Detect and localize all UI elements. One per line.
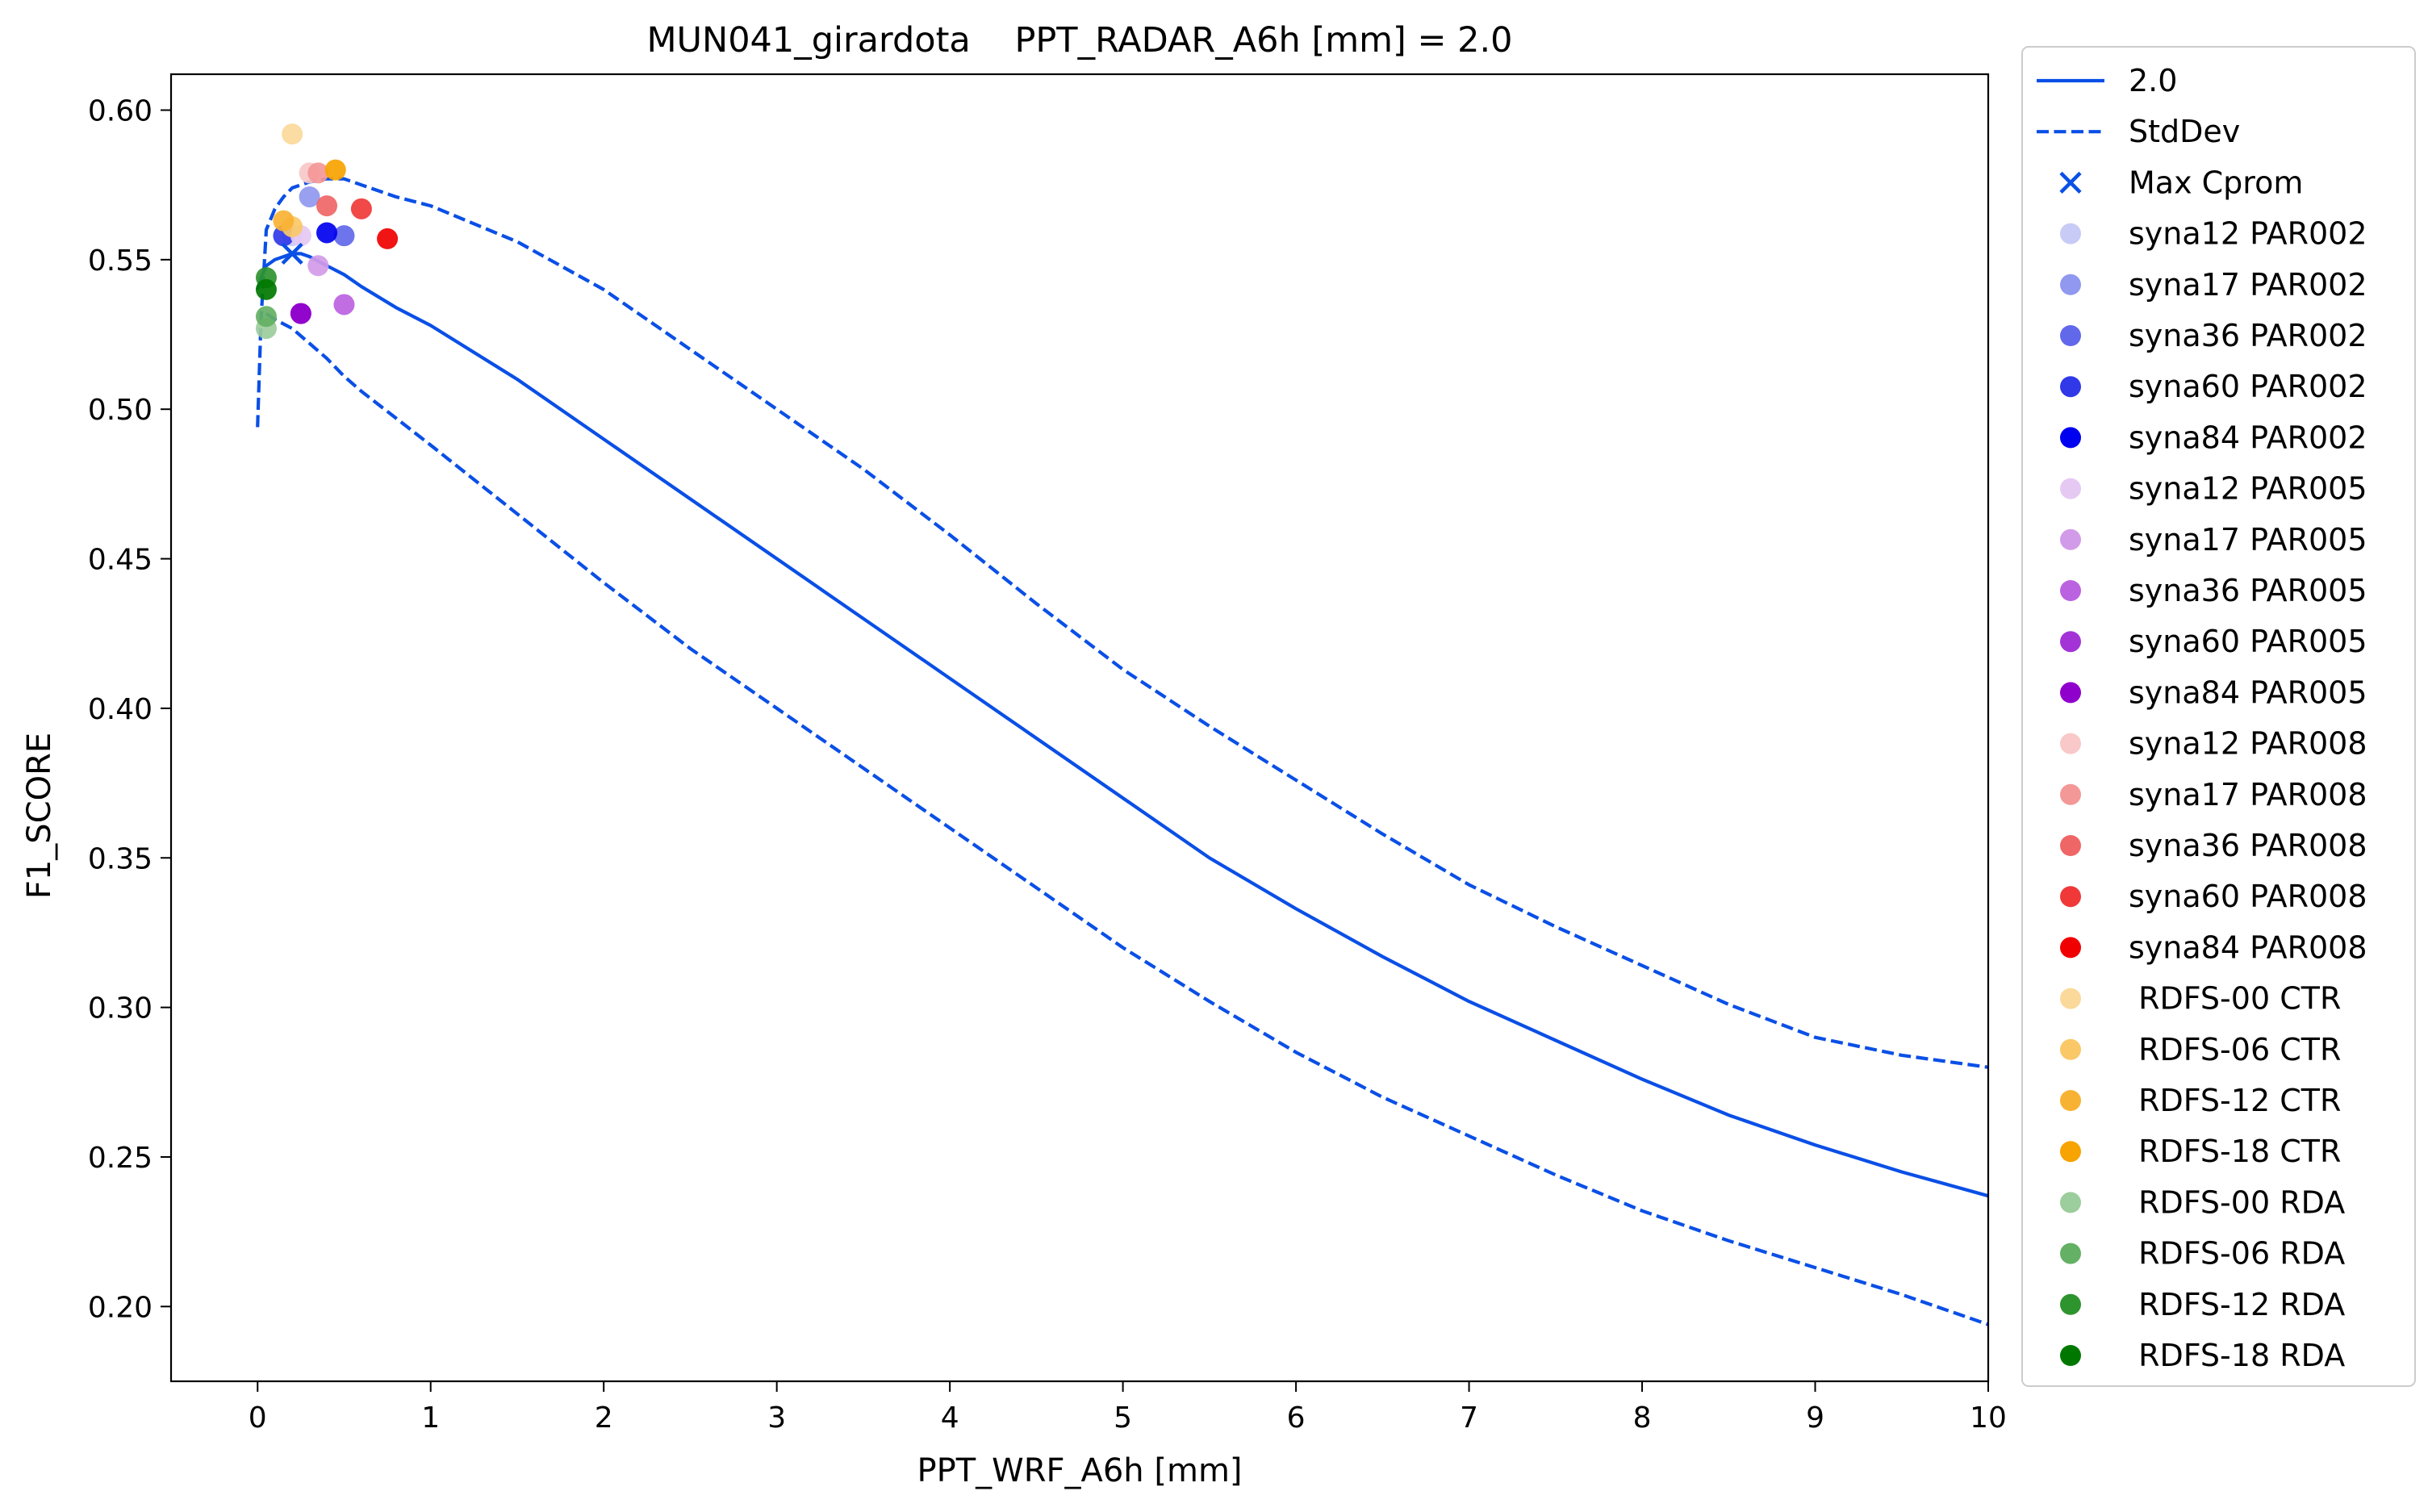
legend-label-22: RDFS-00 RDA xyxy=(2129,1184,2345,1220)
legend-handle-20 xyxy=(2060,1090,2081,1111)
legend-handle-13 xyxy=(2060,733,2081,754)
legend-label-18: RDFS-00 CTR xyxy=(2129,981,2341,1017)
x-tick-label-4: 4 xyxy=(941,1401,959,1435)
x-tick-label-6: 6 xyxy=(1287,1401,1306,1435)
y-tick-label-1: 0.25 xyxy=(88,1142,153,1175)
x-tick-label-2: 2 xyxy=(595,1401,613,1435)
legend-label-21: RDFS-18 CTR xyxy=(2129,1134,2341,1169)
legend-label-1: StdDev xyxy=(2129,114,2240,149)
legend-label-13: syna12 PAR008 xyxy=(2129,726,2367,762)
legend-label-2: Max Cprom xyxy=(2129,165,2303,200)
legend-label-10: syna36 PAR005 xyxy=(2129,573,2367,608)
scatter-point-11 xyxy=(307,162,329,184)
plot-area xyxy=(255,123,1988,1326)
legend-label-11: syna60 PAR005 xyxy=(2129,624,2367,659)
x-tick-label-5: 5 xyxy=(1114,1401,1132,1435)
chart-title: MUN041_girardota PPT_RADAR_A6h [mm] = 2.… xyxy=(646,20,1512,61)
y-tick-label-0: 0.20 xyxy=(88,1291,153,1324)
scatter-point-15 xyxy=(282,123,303,145)
legend-handle-23 xyxy=(2060,1243,2081,1264)
legend-label-7: syna84 PAR002 xyxy=(2129,420,2367,455)
legend-label-8: syna12 PAR005 xyxy=(2129,471,2367,507)
x-tick-label-0: 0 xyxy=(249,1401,267,1435)
y-tick-label-2: 0.30 xyxy=(88,992,153,1025)
scatter-point-13 xyxy=(350,198,372,219)
legend-label-16: syna60 PAR008 xyxy=(2129,879,2367,914)
legend-handle-2 xyxy=(2059,171,2082,194)
y-tick-label-5: 0.45 xyxy=(88,544,153,577)
legend-handle-8 xyxy=(2060,478,2081,499)
x-tick-label-1: 1 xyxy=(421,1401,440,1435)
legend-handle-25 xyxy=(2060,1345,2081,1366)
legend-label-15: syna36 PAR008 xyxy=(2129,828,2367,863)
scatter-point-17 xyxy=(273,210,295,232)
legend-handle-5 xyxy=(2060,325,2081,346)
legend-handle-6 xyxy=(2060,376,2081,398)
legend-handle-9 xyxy=(2060,528,2081,550)
y-tick-label-8: 0.60 xyxy=(88,94,153,127)
legend-label-23: RDFS-06 RDA xyxy=(2129,1236,2345,1272)
scatter-point-9 xyxy=(290,303,311,324)
legend-label-3: syna12 PAR002 xyxy=(2129,216,2367,252)
legend-label-24: RDFS-12 RDA xyxy=(2129,1287,2345,1322)
x-tick-label-8: 8 xyxy=(1633,1401,1652,1435)
legend-box xyxy=(2021,46,2416,1387)
legend-handle-17 xyxy=(2060,937,2081,959)
legend-handle-10 xyxy=(2060,580,2081,601)
y-tick-label-4: 0.40 xyxy=(88,693,153,726)
scatter-point-14 xyxy=(377,228,399,249)
stddev-line-1 xyxy=(256,177,1988,1069)
legend-handle-11 xyxy=(2060,631,2081,653)
max-cprom-marker xyxy=(281,242,303,265)
x-tick-label-3: 3 xyxy=(767,1401,786,1435)
y-tick-label-6: 0.50 xyxy=(88,394,153,427)
axes: 0 1 2 3 4 5 6 7 8 9 10 0.20 0.25 0.30 0.35 0.40 0.45 0.50… xyxy=(88,73,2007,1435)
legend-handle-14 xyxy=(2060,783,2081,805)
legend-label-5: syna36 PAR002 xyxy=(2129,318,2367,353)
x-axis-label: PPT_WRF_A6h [mm] xyxy=(917,1452,1242,1489)
legend-label-14: syna17 PAR008 xyxy=(2129,777,2367,812)
legend: 2.0 StdDev Max Cprom syna12 PAR002 syna17 PA… xyxy=(2021,46,2416,1387)
x-tick-label-7: 7 xyxy=(1460,1401,1478,1435)
legend-label-20: RDFS-12 CTR xyxy=(2129,1083,2341,1118)
scatter-point-7 xyxy=(333,294,355,315)
scatter-point-2 xyxy=(333,225,355,247)
legend-label-19: RDFS-06 CTR xyxy=(2129,1032,2341,1067)
legend-handle-16 xyxy=(2060,886,2081,908)
legend-label-4: syna17 PAR002 xyxy=(2129,267,2367,303)
legend-label-25: RDFS-18 RDA xyxy=(2129,1338,2345,1373)
x-tick-label-10: 10 xyxy=(1970,1401,2007,1435)
scatter-point-4 xyxy=(316,222,338,244)
scatter-point-6 xyxy=(307,255,329,277)
y-tick-label-7: 0.55 xyxy=(88,244,153,278)
scatter-point-20 xyxy=(255,306,277,328)
legend-handle-24 xyxy=(2060,1293,2081,1315)
y-axis-label: F1_SCORE xyxy=(21,733,58,899)
legend-label-12: syna84 PAR005 xyxy=(2129,675,2367,710)
legend-handle-7 xyxy=(2060,427,2081,449)
stddev-line-2 xyxy=(265,311,1988,1326)
legend-handle-21 xyxy=(2060,1141,2081,1163)
legend-label-0: 2.0 xyxy=(2129,63,2177,98)
scatter-point-18 xyxy=(324,159,346,181)
legend-handle-19 xyxy=(2060,1038,2081,1060)
scatter-point-22 xyxy=(255,278,277,300)
y-tick-label-3: 0.35 xyxy=(88,842,153,875)
legend-handle-22 xyxy=(2060,1192,2081,1213)
legend-handle-4 xyxy=(2060,274,2081,295)
plot-frame xyxy=(169,73,1990,1383)
scatter-point-12 xyxy=(316,195,338,217)
legend-handle-15 xyxy=(2060,835,2081,856)
legend-handle-12 xyxy=(2060,682,2081,704)
scatter-point-1 xyxy=(299,186,320,207)
legend-handle-18 xyxy=(2060,988,2081,1009)
legend-label-6: syna60 PAR002 xyxy=(2129,369,2367,404)
x-tick-label-9: 9 xyxy=(1806,1401,1824,1435)
legend-handle-3 xyxy=(2060,223,2081,244)
legend-label-9: syna17 PAR005 xyxy=(2129,522,2367,558)
legend-label-17: syna84 PAR008 xyxy=(2129,929,2367,965)
